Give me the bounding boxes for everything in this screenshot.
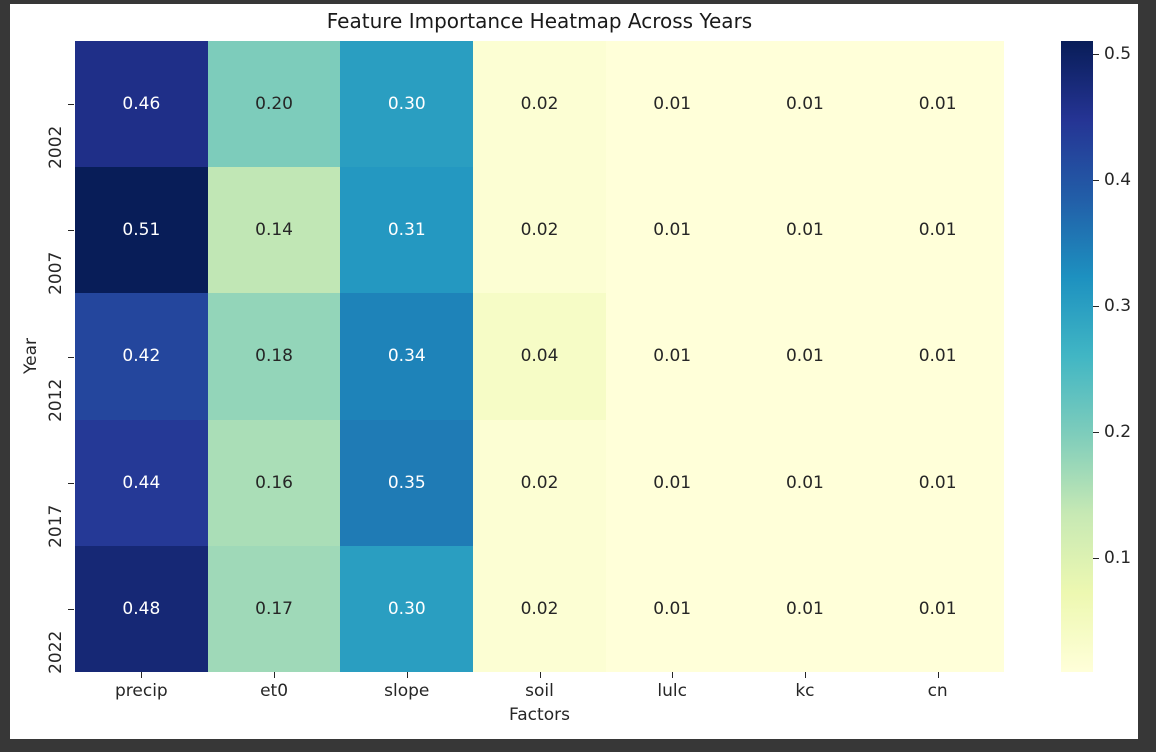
heatmap-cell: 0.42	[75, 293, 208, 420]
y-tick-mark	[68, 482, 74, 484]
heatmap-cell: 0.02	[473, 545, 606, 672]
heatmap-cell: 0.44	[75, 419, 208, 546]
colorbar-tick-label: 0.5	[1104, 43, 1132, 64]
heatmap-cell: 0.01	[871, 41, 1004, 168]
heatmap-cell: 0.35	[340, 419, 474, 546]
chart-title: Feature Importance Heatmap Across Years	[326, 9, 753, 33]
heatmap-cell: 0.01	[738, 167, 872, 294]
x-tick-mark	[141, 672, 143, 678]
heatmap-cell: 0.31	[340, 167, 474, 294]
x-tick-mark	[937, 672, 939, 678]
colorbar-tick-label: 0.1	[1104, 548, 1132, 569]
y-tick-mark	[68, 104, 74, 106]
x-tick-label: cn	[927, 681, 948, 701]
figure-canvas: Feature Importance Heatmap Across Years …	[10, 4, 1138, 739]
heatmap-cell: 0.16	[207, 419, 341, 546]
colorbar-tick-label: 0.2	[1104, 422, 1132, 443]
y-tick-label: 2007	[46, 251, 66, 296]
heatmap-cell: 0.01	[871, 167, 1004, 294]
heatmap-cell: 0.46	[75, 41, 208, 168]
heatmap-cell: 0.01	[605, 293, 739, 420]
y-tick-label: 2022	[46, 630, 66, 674]
x-tick-mark	[274, 672, 276, 678]
y-tick-label: 2012	[46, 378, 66, 422]
colorbar	[1061, 41, 1093, 672]
colorbar-tick-label: 0.3	[1104, 296, 1132, 317]
heatmap-cell: 0.01	[738, 419, 872, 546]
colorbar-tick-mark	[1093, 306, 1099, 308]
x-tick-label: lulc	[657, 681, 687, 701]
x-tick-mark	[539, 672, 541, 678]
x-tick-label: kc	[795, 681, 815, 701]
heatmap-cell: 0.02	[473, 41, 606, 168]
heatmap-cell: 0.02	[473, 419, 606, 546]
heatmap-cell: 0.48	[75, 545, 208, 672]
x-axis-label: Factors	[509, 705, 570, 725]
x-tick-mark	[672, 672, 674, 678]
x-tick-label: soil	[525, 681, 554, 701]
y-tick-mark	[68, 356, 74, 358]
heatmap-cell: 0.30	[340, 41, 474, 168]
y-tick-mark	[68, 608, 74, 610]
heatmap-cell: 0.01	[605, 167, 739, 294]
x-tick-label: slope	[384, 681, 430, 701]
y-tick-mark	[68, 230, 74, 232]
heatmap-cell: 0.01	[738, 293, 872, 420]
heatmap-cell: 0.02	[473, 167, 606, 294]
heatmap-cell: 0.01	[871, 545, 1004, 672]
y-tick-label: 2017	[46, 504, 66, 548]
x-tick-label: precip	[114, 681, 168, 701]
y-tick-label: 2002	[46, 125, 66, 169]
colorbar-tick-mark	[1093, 558, 1099, 560]
heatmap-cell: 0.17	[207, 545, 341, 672]
colorbar-tick-label: 0.4	[1104, 169, 1132, 190]
heatmap-cell: 0.01	[738, 545, 872, 672]
heatmap-cell: 0.04	[473, 293, 606, 420]
heatmap-cell: 0.51	[75, 167, 208, 294]
heatmap-cell: 0.01	[605, 41, 739, 168]
heatmap-cell: 0.14	[207, 167, 341, 294]
colorbar-tick-mark	[1093, 53, 1099, 55]
heatmap-cell: 0.20	[207, 41, 341, 168]
heatmap-cell: 0.01	[871, 419, 1004, 546]
heatmap-cell: 0.01	[605, 545, 739, 672]
heatmap-cell: 0.34	[340, 293, 474, 420]
heatmap-grid: 0.46 0.20 0.30 0.02 0.01 0.01 0.01 0.51 0.14 0.31…	[75, 41, 1004, 672]
x-tick-label: et0	[260, 681, 289, 701]
heatmap-cell: 0.01	[738, 41, 872, 168]
heatmap-cell: 0.01	[871, 293, 1004, 420]
y-axis-label: Year	[21, 338, 41, 374]
heatmap-cell: 0.18	[207, 293, 341, 420]
colorbar-tick-mark	[1093, 432, 1099, 434]
colorbar-tick-mark	[1093, 179, 1099, 181]
x-tick-mark	[804, 672, 806, 678]
heatmap-cell: 0.01	[605, 419, 739, 546]
heatmap-cell: 0.30	[340, 545, 474, 672]
x-tick-mark	[406, 672, 408, 678]
